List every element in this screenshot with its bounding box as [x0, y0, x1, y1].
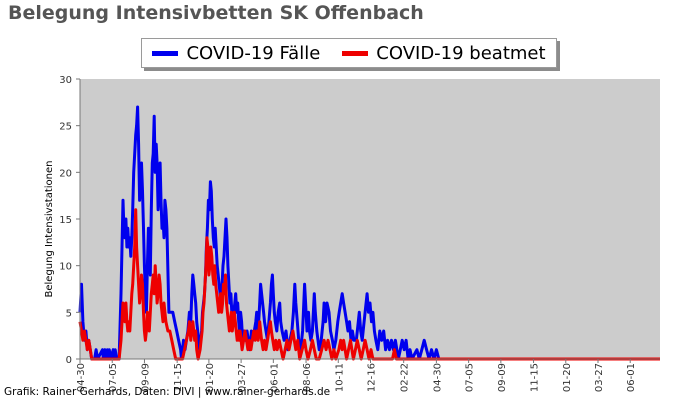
x-tick-label: 09-09: [140, 363, 151, 392]
y-tick-label: 20: [59, 168, 72, 179]
x-tick-label: 04-30: [76, 363, 87, 392]
x-tick-label: 03-27: [594, 363, 605, 392]
axis-layer: 0 5 10 15 20 25 30 04-30 07-05 09-09 11-15 01-20 03-…: [59, 75, 660, 392]
x-tick-label: 11-15: [530, 363, 541, 392]
y-tick-label: 30: [59, 75, 72, 86]
x-tick-label: 02-22: [400, 363, 411, 392]
y-tick-label: 0: [66, 355, 72, 366]
x-tick-label: 10-11: [334, 363, 345, 392]
x-tick-label: 07-05: [465, 363, 476, 392]
credits-text: Grafik: Rainer Gerhards, Daten: DIVI | w…: [4, 386, 331, 398]
legend-label-beatmet: COVID-19 beatmet: [376, 42, 546, 64]
x-tick-label: 01-20: [205, 363, 216, 392]
legend-item-beatmet: COVID-19 beatmet: [342, 42, 546, 64]
x-tick-label: 03-27: [237, 363, 248, 392]
chart-title: Belegung Intensivbetten SK Offenbach: [8, 2, 424, 24]
legend: COVID-19 Fälle COVID-19 beatmet: [141, 38, 557, 68]
x-tick-label: 01-20: [562, 363, 573, 392]
legend-item-faelle: COVID-19 Fälle: [152, 43, 320, 64]
x-tick-label: 04-30: [432, 363, 443, 392]
legend-swatch-faelle: [152, 50, 179, 56]
x-tick-label: 06-01: [269, 363, 280, 392]
x-tick-label: 12-16: [366, 363, 377, 392]
legend-swatch-beatmet: [342, 50, 369, 56]
x-tick-label: 06-01: [626, 363, 637, 392]
y-tick-label: 15: [59, 215, 72, 226]
x-tick-label: 11-15: [173, 363, 184, 392]
y-tick-label: 10: [59, 262, 72, 273]
x-tick-label: 08-06: [302, 363, 313, 392]
y-tick-label: 25: [59, 122, 72, 133]
x-tick-label: 07-05: [108, 363, 119, 392]
x-tick-label: 09-09: [497, 363, 508, 392]
y-tick-label: 5: [66, 308, 72, 319]
y-axis-label: Belegung Intensivstationen: [44, 160, 55, 297]
legend-label-faelle: COVID-19 Fälle: [186, 42, 321, 64]
